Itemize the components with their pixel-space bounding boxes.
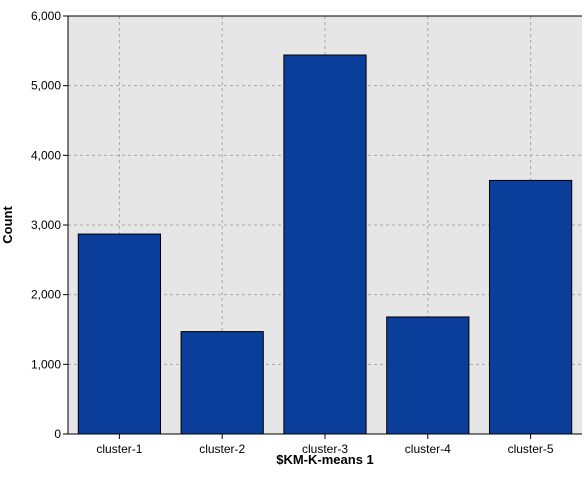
x-tick-label: cluster-3 [302, 442, 348, 456]
y-tick-label: 5,000 [31, 79, 61, 93]
x-axis-title: $KM-K-means 1 [276, 452, 374, 467]
y-tick-label: 6,000 [31, 9, 61, 23]
bar-cluster-5 [488, 179, 573, 435]
y-tick-label: 3,000 [31, 218, 61, 232]
x-tick-label: cluster-2 [199, 442, 245, 456]
x-tick-label: cluster-1 [96, 442, 142, 456]
y-tick-label: 0 [54, 427, 61, 441]
bar-cluster-2 [180, 331, 264, 435]
bar-cluster-1 [77, 233, 162, 435]
y-tick-label: 2,000 [31, 288, 61, 302]
y-axis-title: Count [0, 206, 15, 244]
x-tick-label: cluster-4 [405, 442, 451, 456]
bar-cluster-4 [386, 316, 470, 435]
y-tick-label: 1,000 [31, 357, 61, 371]
bars [77, 54, 573, 435]
bar-cluster-3 [283, 54, 367, 435]
y-tick-label: 4,000 [31, 148, 61, 162]
axes: 0 1,000 2,000 3,000 4,000 5,000 6,000 cluster-1… [31, 9, 582, 456]
x-tick-label: cluster-5 [508, 442, 554, 456]
